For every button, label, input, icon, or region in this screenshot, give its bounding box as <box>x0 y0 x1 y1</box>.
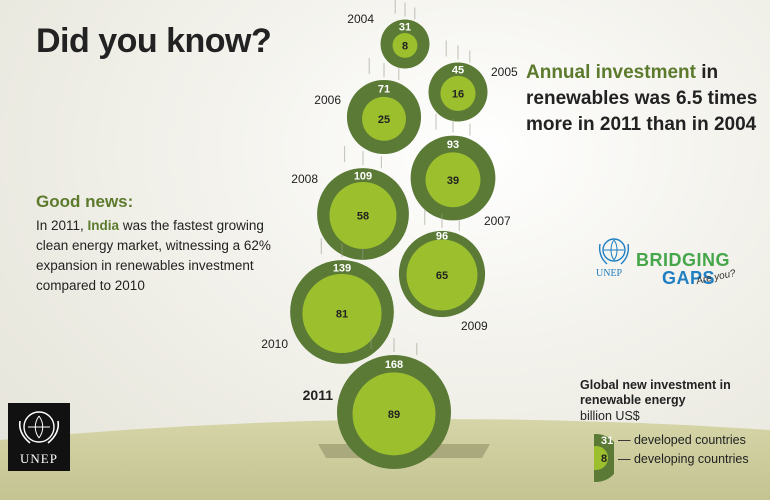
label-developed-2008: 109 <box>354 170 372 182</box>
legend-sample-developing: 8 <box>601 453 607 465</box>
label-developed-2004: 31 <box>399 22 411 34</box>
headline-accent: Annual investment <box>526 62 696 83</box>
label-developed-2007: 93 <box>447 139 459 151</box>
good-news-title: Good news: <box>36 192 134 211</box>
label-developing-2009: 65 <box>436 270 448 282</box>
bubble-developing-2009 <box>406 239 478 311</box>
bubble-developing-2011 <box>352 372 436 456</box>
legend-sample-bubble: 31 8 <box>594 434 614 482</box>
page-title: Did you know? <box>36 22 272 60</box>
year-label-2007: 2007 <box>484 214 511 228</box>
legend-developing-label: — developing countries <box>618 452 749 466</box>
bubble-developing-2008 <box>329 181 397 249</box>
label-developing-2006: 25 <box>378 114 390 126</box>
label-developing-2005: 16 <box>452 88 464 100</box>
label-developed-2006: 71 <box>378 83 390 95</box>
legend-sample-developed: 31 <box>601 435 613 447</box>
label-developing-2011: 89 <box>388 409 400 421</box>
headline-rest: in renewables was 6.5 times more in 2011… <box>526 62 758 135</box>
gaps-label: GAPS <box>662 268 716 288</box>
label-developing-2004: 8 <box>402 40 408 52</box>
good-news-box: Good news: In 2011, India was the fastes… <box>36 192 296 296</box>
unep-wordmark: UNEP <box>20 451 58 466</box>
year-label-2005: 2005 <box>491 65 518 79</box>
bubble-developing-2004 <box>392 33 418 58</box>
bubble-developing-2010 <box>302 273 382 354</box>
year-label-2009: 2009 <box>461 319 488 333</box>
unep-logo: UNEP <box>8 403 70 471</box>
year-label-2008: 2008 <box>291 172 318 186</box>
unep-small-label: UNEP <box>596 268 623 279</box>
year-label-2010: 2010 <box>261 337 288 351</box>
good-news-body: In 2011, India was the fastest growing c… <box>36 216 296 296</box>
bridging-label: BRIDGING <box>636 250 730 270</box>
un-emblem-icon <box>18 411 60 444</box>
legend: Global new investment in renewable energ… <box>580 378 760 482</box>
legend-developed-label: — developed countries <box>618 433 746 447</box>
label-developed-2011: 168 <box>385 359 403 371</box>
year-label-2006: 2006 <box>314 93 341 107</box>
year-label-2004: 2004 <box>347 12 374 26</box>
good-news-after: was the fastest growing clean energy mar… <box>36 218 271 293</box>
good-news-highlight: India <box>87 218 120 233</box>
label-developed-2010: 139 <box>333 262 351 274</box>
legend-unit: billion US$ <box>580 409 640 423</box>
bridging-gaps-logo: UNEP BRIDGING GAPS Are you? <box>592 232 742 294</box>
legend-title: Global new investment in renewable energ… <box>580 378 731 407</box>
un-emblem-blue-icon <box>598 238 630 265</box>
good-news-before: In 2011, <box>36 218 88 233</box>
label-developing-2008: 58 <box>357 210 369 222</box>
bubble-developing-2007 <box>425 152 481 208</box>
label-developed-2005: 45 <box>452 64 464 76</box>
bubble-developing-2005 <box>440 75 476 112</box>
label-developing-2010: 81 <box>336 308 348 320</box>
label-developed-2009: 96 <box>436 231 448 243</box>
bubble-developing-2006 <box>362 96 406 141</box>
year-label-2011: 2011 <box>303 387 334 403</box>
label-developing-2007: 39 <box>447 175 459 187</box>
headline: Annual investment in renewables was 6.5 … <box>526 60 766 138</box>
